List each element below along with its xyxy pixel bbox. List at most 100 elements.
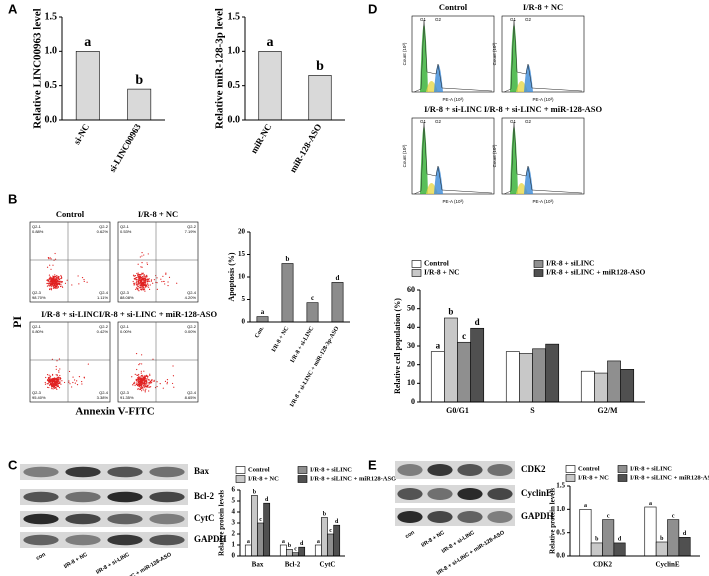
plot-title: I/R-8 + NC [523, 2, 563, 12]
bar [256, 316, 269, 323]
bar [321, 517, 328, 557]
y-axis-label: Relative miR-128-3p level [214, 8, 226, 129]
event-dot [55, 381, 57, 384]
peak-label: G1 [420, 17, 427, 22]
plot-title: I/R-8 + si-LINC + miR-128-ASO [99, 309, 218, 319]
y-tick-label: 40 [407, 322, 415, 331]
y-tick-label: 10 [407, 378, 415, 387]
significance-letter: b [288, 543, 292, 549]
event-dot [137, 272, 139, 274]
legend-swatch [617, 465, 628, 473]
event-dot [141, 363, 143, 365]
event-dot [139, 363, 141, 365]
y-tick-label: 0 [232, 552, 236, 560]
event-dot [46, 266, 49, 268]
peak-label: G1 [510, 17, 517, 22]
event-dot [56, 374, 58, 376]
event-dot [144, 280, 146, 282]
event-dot [131, 376, 133, 378]
event-dot [140, 378, 142, 380]
legend-swatch [565, 474, 576, 482]
event-dot [54, 385, 56, 387]
bar [331, 282, 344, 323]
event-dot [138, 375, 140, 378]
event-dot [144, 382, 146, 384]
event-dot [58, 382, 60, 384]
event-dot [140, 370, 142, 372]
y-tick-label: 0 [242, 318, 246, 326]
event-dot [76, 384, 79, 386]
event-dot [53, 378, 55, 380]
event-dot [171, 382, 174, 385]
legend-swatch [411, 260, 422, 268]
event-dot [46, 279, 48, 281]
event-dot [144, 286, 146, 288]
event-dot [156, 381, 158, 383]
event-dot [140, 279, 142, 281]
bar [590, 542, 603, 557]
quadrant-percent: 0.00% [185, 329, 197, 334]
legend-label: Control [248, 466, 270, 473]
event-dot [59, 285, 62, 288]
quadrant-percent: 88.08% [120, 295, 134, 300]
event-dot [61, 286, 64, 288]
event-dot [61, 280, 63, 283]
protein-label: CytC [194, 513, 215, 523]
event-dot [56, 280, 59, 283]
event-dot [143, 386, 146, 388]
event-dot [138, 283, 140, 285]
significance-letter: a [317, 539, 320, 545]
event-dot [50, 268, 52, 270]
event-dot [143, 378, 145, 380]
event-dot [152, 282, 154, 284]
event-dot [172, 375, 175, 377]
legend-label: I/R-8 + siLINC [546, 259, 594, 268]
quadrant-percent: 4.20% [185, 295, 197, 300]
event-dot [77, 275, 79, 277]
significance-letter: b [323, 511, 327, 517]
event-dot [144, 390, 146, 392]
peak-label: G2 [525, 17, 532, 22]
event-dot [134, 277, 137, 279]
event-dot [141, 251, 143, 254]
event-dot [69, 383, 71, 385]
event-dot [172, 365, 174, 367]
event-dot [49, 384, 51, 386]
event-dot [51, 379, 53, 381]
event-dot [148, 379, 150, 381]
event-dot [58, 358, 61, 360]
event-dot [139, 388, 141, 391]
protein-label: Bax [194, 466, 210, 476]
event-dot [146, 384, 149, 387]
event-dot [55, 279, 57, 281]
event-dot [59, 280, 61, 282]
event-dot [48, 278, 50, 280]
event-dot [147, 379, 150, 381]
event-dot [138, 386, 141, 388]
significance-letter: a [649, 501, 652, 507]
event-dot [56, 384, 58, 386]
blot-band [23, 534, 59, 546]
event-dot [56, 283, 58, 285]
event-dot [50, 383, 52, 386]
event-dot [48, 374, 50, 376]
event-dot [140, 288, 142, 290]
significance-letter: b [595, 537, 599, 543]
quadrant-percent: 3.38% [97, 395, 109, 400]
event-dot [143, 389, 145, 391]
event-dot [161, 280, 163, 283]
event-dot [60, 383, 62, 385]
event-dot [60, 277, 63, 279]
blot-band [23, 491, 59, 503]
event-dot [56, 279, 58, 281]
event-dot [140, 266, 142, 268]
event-dot [137, 282, 140, 284]
event-dot [55, 280, 57, 283]
event-dot [52, 287, 54, 289]
event-dot [145, 379, 147, 382]
y-tick-label: 0.0 [45, 114, 58, 125]
histogram-outline [503, 121, 583, 195]
event-dot [55, 374, 57, 376]
event-dot [145, 388, 147, 390]
plot-frame [29, 321, 111, 403]
